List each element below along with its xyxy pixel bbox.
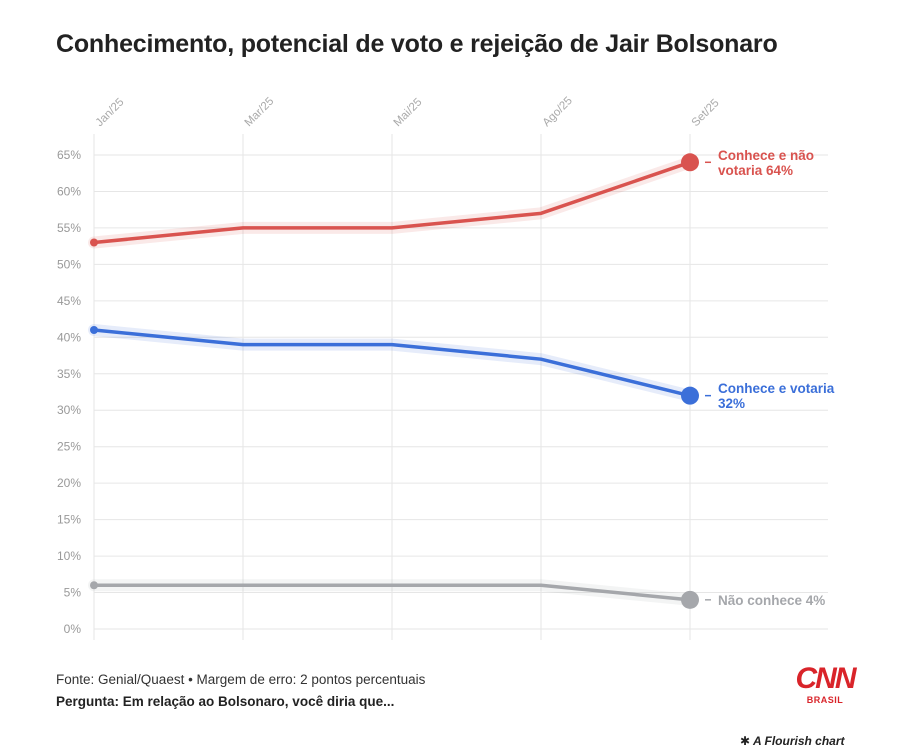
y-tick-label: 10% <box>57 549 81 563</box>
series-end-point <box>681 590 699 609</box>
source-note: Fonte: Genial/Quaest • Margem de erro: 2… <box>56 672 426 687</box>
chart-title: Conhecimento, potencial de voto e rejeiç… <box>56 30 778 58</box>
y-tick-label: 20% <box>57 476 81 490</box>
series-end-point <box>681 386 699 405</box>
series-label: Conhece e não <box>718 148 814 163</box>
y-tick-label: 15% <box>57 513 81 527</box>
y-tick-label: 65% <box>57 148 81 162</box>
y-tick-label: 30% <box>57 403 81 417</box>
x-tick-label: Set/25 <box>690 97 722 129</box>
y-tick-label: 55% <box>57 221 81 235</box>
series-line <box>92 160 692 245</box>
y-tick-label: 45% <box>57 294 81 308</box>
series-line <box>92 583 692 602</box>
y-tick-label: 0% <box>64 622 82 636</box>
series-end-point <box>681 153 699 172</box>
series-label: Não conhece 4% <box>718 593 825 608</box>
series-label: Conhece e votaria <box>718 381 835 396</box>
y-tick-label: 5% <box>64 586 82 600</box>
logo-word: CNN <box>795 662 857 695</box>
series-start-point <box>90 581 98 590</box>
question-note: Pergunta: Em relação ao Bolsonaro, você … <box>56 694 395 709</box>
logo-sub: BRASIL <box>806 695 844 705</box>
series-label: 32% <box>718 396 745 411</box>
x-tick-label: Jan/25 <box>94 96 127 129</box>
flourish-credit[interactable]: ✱ A Flourish chart <box>740 734 845 748</box>
y-tick-label: 50% <box>57 257 81 271</box>
line-chart: 65% 60% 55% 50% 45% 40% 35% 30% 25% 20% 15% 10% 5% 0%… <box>57 95 835 640</box>
y-tick-label: 60% <box>57 184 81 198</box>
series-label: votaria 64% <box>718 163 793 178</box>
cnn-brasil-logo: CNN BRASIL <box>790 664 860 708</box>
y-tick-label: 35% <box>57 367 81 381</box>
x-tick-label: Ago/25 <box>541 95 575 129</box>
series-start-point <box>90 238 98 247</box>
series-start-point <box>90 326 98 335</box>
y-tick-label: 25% <box>57 440 81 454</box>
y-tick-label: 40% <box>57 330 81 344</box>
x-tick-label: Mai/25 <box>392 96 425 129</box>
series-line <box>92 328 692 398</box>
x-tick-label: Mar/25 <box>243 95 277 129</box>
